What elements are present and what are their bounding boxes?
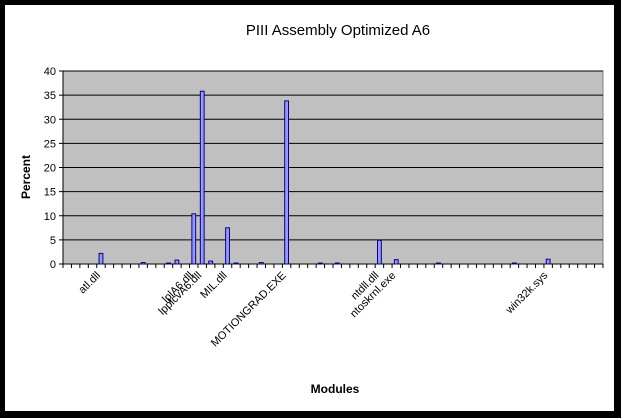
bar — [393, 259, 399, 265]
bar — [545, 258, 551, 265]
bar — [191, 213, 197, 265]
chart-title: PIII Assembly Optimized A6 — [246, 22, 430, 39]
bar — [436, 262, 441, 265]
y-tick-label: 20 — [44, 163, 56, 175]
bar — [377, 239, 382, 265]
x-tick-label: atl.dll — [76, 270, 103, 297]
bar — [140, 262, 146, 265]
y-tick-label: 35 — [44, 90, 56, 102]
x-axis-label: Modules — [311, 382, 360, 396]
bar-chart: PIII Assembly Optimized A6 Percent Modul… — [19, 22, 604, 396]
bar — [174, 259, 180, 265]
bar — [225, 227, 230, 265]
bar — [512, 262, 517, 265]
bar — [98, 252, 104, 265]
x-tick-label: MIL.dll — [198, 270, 229, 301]
y-tick-label: 15 — [44, 187, 56, 199]
bar — [233, 262, 239, 265]
bar — [258, 262, 264, 265]
x-tick-label: win32k.sys — [503, 269, 551, 317]
y-tick-label: 0 — [50, 259, 56, 271]
y-tick-label: 40 — [44, 66, 56, 78]
y-tick-label: 30 — [44, 114, 56, 126]
bar — [334, 262, 340, 265]
y-tick-label: 5 — [50, 235, 56, 247]
bar — [317, 262, 323, 265]
chart-canvas: PIII Assembly Optimized A6 Percent Modul… — [5, 5, 614, 411]
bar — [208, 260, 214, 265]
bar — [199, 90, 205, 265]
y-tick-label: 10 — [44, 211, 56, 223]
y-axis-label: Percent — [19, 155, 33, 199]
y-tick-label: 25 — [44, 138, 56, 150]
bar — [284, 100, 289, 265]
bar — [166, 262, 171, 265]
